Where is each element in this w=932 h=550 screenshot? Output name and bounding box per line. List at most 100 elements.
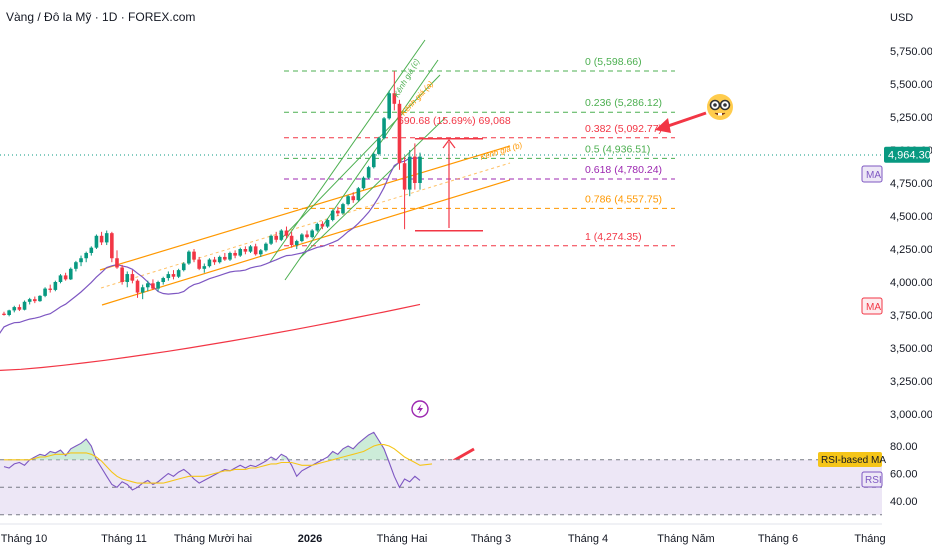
candle-body[interactable] [125, 274, 130, 282]
candle-body[interactable] [12, 307, 17, 311]
time-tick-label: Tháng 10 [1, 533, 47, 545]
candle-body[interactable] [366, 167, 371, 178]
candle-body[interactable] [166, 274, 171, 279]
candle-body[interactable] [315, 223, 320, 231]
price-channel-c[interactable] [269, 39, 439, 281]
candle-body[interactable] [284, 230, 289, 236]
candle-body[interactable] [120, 267, 124, 282]
candle-body[interactable] [33, 299, 37, 302]
candle-body[interactable] [336, 210, 340, 214]
candle-body[interactable] [53, 282, 58, 290]
candle-body[interactable] [351, 196, 356, 201]
candle-body[interactable] [176, 270, 181, 277]
candle-body[interactable] [371, 153, 376, 168]
candle-body[interactable] [68, 268, 73, 280]
candle-body[interactable] [294, 241, 299, 246]
candle-body[interactable] [63, 275, 68, 280]
candle-body[interactable] [264, 243, 268, 251]
price-range-measure[interactable]: 690.68 (15.69%) 69,068 [398, 115, 511, 232]
candle-body[interactable] [43, 288, 47, 296]
price-channel-b[interactable] [99, 145, 511, 306]
candle-body[interactable] [238, 249, 243, 256]
candle-body[interactable] [361, 177, 366, 189]
candle-body[interactable] [223, 256, 227, 260]
candle-body[interactable] [17, 307, 22, 310]
candle-body[interactable] [140, 287, 145, 293]
rsi-ma-line[interactable] [4, 444, 433, 484]
moving-average-short[interactable] [0, 156, 421, 339]
candle-body[interactable] [207, 259, 212, 267]
candle-body[interactable] [171, 274, 176, 277]
candle-body[interactable] [151, 283, 155, 289]
candle-body[interactable] [74, 262, 78, 269]
candle-body[interactable] [377, 138, 381, 154]
candle-body[interactable] [94, 235, 99, 248]
fibonacci-retracement[interactable]: 0 (5,598.66) 0.236 (5,286.12) 0.382 (5,092… [284, 56, 675, 247]
candle-body[interactable] [115, 258, 119, 268]
candle-body[interactable] [418, 156, 422, 183]
candle-body[interactable] [212, 259, 217, 263]
lightning-icon[interactable] [411, 400, 429, 418]
candle-body[interactable] [181, 263, 186, 271]
candle-body[interactable] [217, 256, 222, 263]
candle-body[interactable] [310, 230, 314, 238]
candle-body[interactable] [22, 301, 27, 310]
candle-body[interactable] [325, 219, 330, 227]
candle-body[interactable] [48, 288, 53, 290]
candle-body[interactable] [258, 250, 263, 255]
price-tick-label: 4,250.00 [890, 244, 932, 256]
candle-body[interactable] [387, 93, 391, 119]
price-channel-a[interactable] [279, 74, 446, 259]
candle-body[interactable] [192, 251, 196, 260]
moving-average-long[interactable] [0, 303, 421, 371]
candle-body[interactable] [135, 280, 140, 293]
candle-body[interactable] [397, 103, 402, 164]
candle-body[interactable] [407, 156, 412, 190]
candle-body[interactable] [392, 93, 397, 104]
candle-body[interactable] [413, 156, 417, 183]
candle-body[interactable] [146, 283, 150, 288]
candle-body[interactable] [104, 233, 109, 243]
candle-body[interactable] [58, 275, 63, 282]
candle-body[interactable] [274, 235, 278, 240]
candle-body[interactable] [89, 247, 94, 253]
rsi-pane[interactable]: 80.00 60.00 40.00 RSI-based MA RSI [0, 431, 918, 516]
candlestick-series[interactable] [2, 71, 422, 317]
ma-long-badge [861, 297, 883, 315]
candle-body[interactable] [2, 313, 6, 315]
candle-body[interactable] [130, 274, 135, 281]
candle-body[interactable] [197, 259, 201, 269]
candle-body[interactable] [320, 223, 325, 227]
candle-body[interactable] [7, 310, 11, 315]
candle-body[interactable] [253, 246, 258, 255]
candle-body[interactable] [233, 252, 237, 256]
candle-body[interactable] [243, 249, 248, 252]
candle-body[interactable] [341, 204, 345, 214]
candle-body[interactable] [228, 252, 232, 260]
candle-body[interactable] [202, 266, 207, 269]
candle-body[interactable] [156, 282, 160, 289]
candle-body[interactable] [248, 246, 253, 252]
candle-body[interactable] [382, 118, 386, 139]
candle-body[interactable] [99, 235, 104, 243]
price-axis[interactable]: 5,750.005,500.005,250.005,000.004,750.00… [861, 46, 932, 421]
candle-body[interactable] [305, 234, 309, 238]
candle-body[interactable] [330, 210, 335, 220]
candle-body[interactable] [279, 230, 284, 240]
candle-body[interactable] [346, 196, 350, 205]
candle-body[interactable] [79, 258, 83, 263]
candle-body[interactable] [84, 252, 88, 259]
candle-body[interactable] [300, 234, 304, 242]
candle-body[interactable] [356, 188, 361, 201]
candle-body[interactable] [289, 235, 294, 246]
candle-body[interactable] [161, 278, 166, 282]
candle-body[interactable] [27, 299, 32, 302]
candle-body[interactable] [269, 235, 273, 244]
candle-body[interactable] [38, 295, 42, 302]
candle-body[interactable] [402, 163, 407, 190]
time-axis[interactable]: Tháng 10 Tháng 11 Tháng Mười hai 2026 Tháng … [1, 533, 886, 545]
rsi-line[interactable] [3, 431, 421, 491]
candle-body[interactable] [187, 251, 191, 264]
candle-body[interactable] [110, 233, 114, 259]
